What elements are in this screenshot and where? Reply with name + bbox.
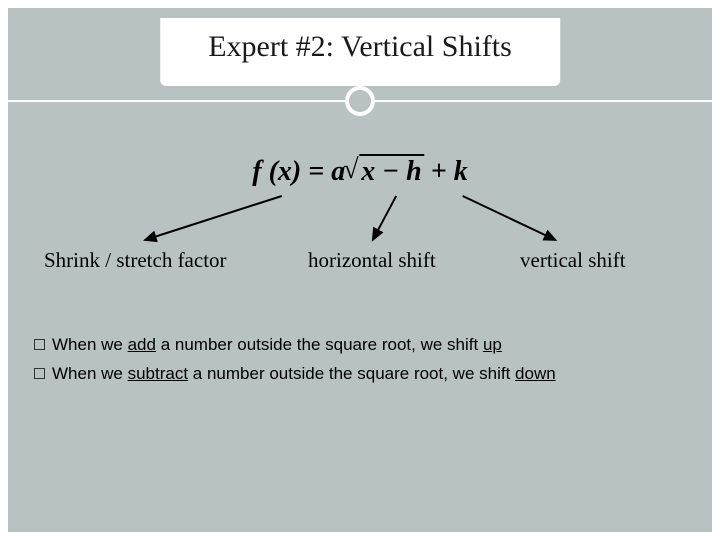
slide: Expert #2: Vertical Shifts f (x) = ax − … bbox=[0, 0, 720, 540]
bullet-1-pre: When we bbox=[52, 335, 128, 354]
bullet-2: When we subtract a number outside the sq… bbox=[34, 361, 686, 387]
bullet-2-mid: a number outside the square root, we shi… bbox=[188, 364, 515, 383]
formula: f (x) = ax − h + k bbox=[252, 156, 467, 188]
checkbox-icon bbox=[34, 339, 45, 350]
bullet-1: When we add a number outside the square … bbox=[34, 332, 686, 358]
bullet-1-u2: up bbox=[483, 335, 502, 354]
formula-radicand: x − h bbox=[359, 154, 424, 187]
bullet-2-u1: subtract bbox=[128, 364, 188, 383]
bullet-1-u1: add bbox=[128, 335, 156, 354]
bullet-list: When we add a number outside the square … bbox=[34, 332, 686, 391]
sqrt-icon: x − h bbox=[345, 156, 424, 188]
label-shrink: Shrink / stretch factor bbox=[44, 248, 227, 273]
title-panel: Expert #2: Vertical Shifts bbox=[160, 18, 560, 86]
formula-plus: + bbox=[424, 156, 454, 187]
label-vertical: vertical shift bbox=[520, 248, 626, 273]
slide-title: Expert #2: Vertical Shifts bbox=[208, 30, 512, 64]
bullet-1-mid: a number outside the square root, we shi… bbox=[156, 335, 483, 354]
bullet-2-u2: down bbox=[515, 364, 556, 383]
bullet-2-pre: When we bbox=[52, 364, 128, 383]
formula-eq: = bbox=[301, 156, 331, 187]
label-horizontal: horizontal shift bbox=[308, 248, 436, 273]
formula-k: k bbox=[454, 156, 468, 187]
formula-lhs: f (x) bbox=[252, 156, 301, 187]
checkbox-icon bbox=[34, 368, 45, 379]
ring-decoration bbox=[345, 86, 375, 116]
